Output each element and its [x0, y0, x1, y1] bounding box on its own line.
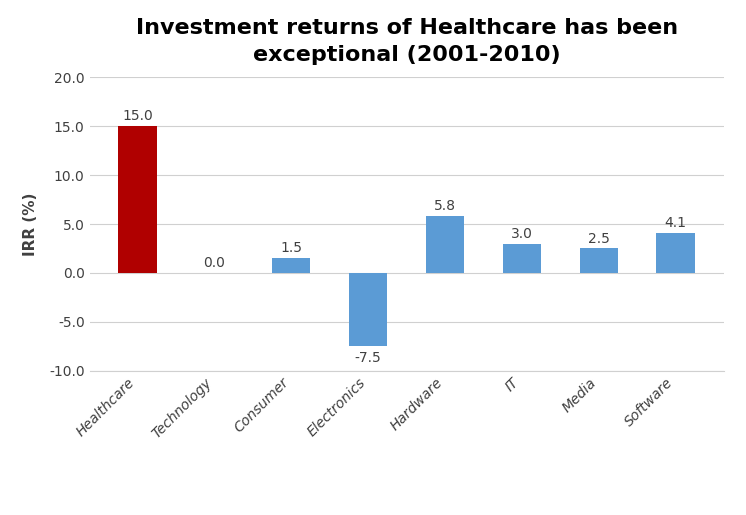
Text: 3.0: 3.0 — [511, 227, 533, 241]
Bar — [119, 126, 157, 273]
Title: Investment returns of Healthcare has been
exceptional (2001-2010): Investment returns of Healthcare has bee… — [136, 18, 677, 64]
Bar — [503, 244, 541, 273]
Text: 1.5: 1.5 — [280, 242, 302, 255]
Text: 5.8: 5.8 — [434, 199, 456, 213]
Text: 4.1: 4.1 — [665, 216, 686, 230]
Text: 0.0: 0.0 — [204, 256, 225, 270]
Text: 2.5: 2.5 — [588, 232, 609, 246]
Y-axis label: IRR (%): IRR (%) — [23, 192, 38, 256]
Bar — [426, 216, 464, 273]
Text: -7.5: -7.5 — [355, 351, 381, 365]
Text: 15.0: 15.0 — [122, 109, 153, 123]
Bar — [656, 233, 695, 273]
Bar — [580, 249, 618, 273]
Bar — [349, 273, 387, 346]
Bar — [272, 259, 310, 273]
